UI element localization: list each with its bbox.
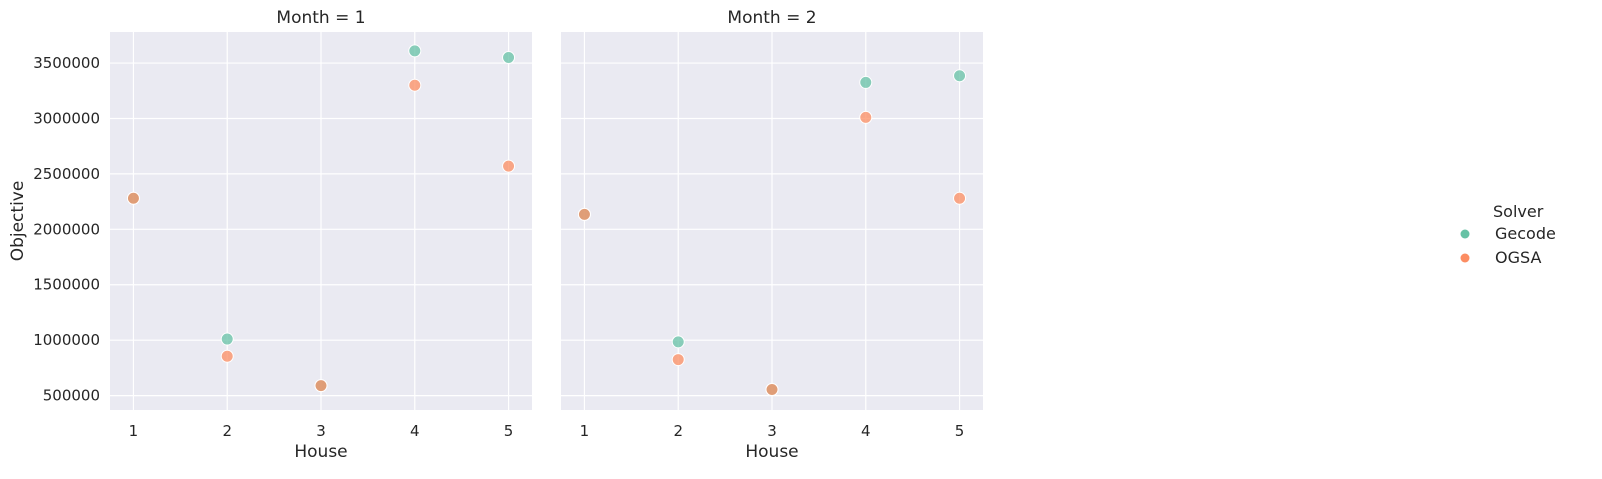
x-axis-label: House [294,442,347,462]
panel-2: 1 2 3 4 5 Month = 2 House [561,8,983,462]
x-tick-label: 3 [767,422,777,440]
y-tick-label: 2500000 [33,165,100,183]
data-point-ogsa [577,207,591,221]
x-axis-label: House [745,442,798,462]
data-point-ogsa [502,159,516,173]
data-point-ogsa [408,78,422,92]
y-tick-label: 3500000 [33,54,100,72]
legend-label-gecode: Gecode [1495,224,1556,243]
data-point-gecode [408,44,422,58]
data-point-ogsa [671,353,685,367]
data-point-gecode [671,335,685,349]
y-tick-label: 3000000 [33,109,100,127]
x-tick-label: 2 [222,422,232,440]
x-tick-label: 1 [580,422,590,440]
x-tick-label: 5 [955,422,965,440]
panel-title: Month = 2 [727,8,816,28]
y-tick-label: 2000000 [33,220,100,238]
legend: Solver Gecode OGSA [1460,202,1556,267]
x-tick-label: 2 [673,422,683,440]
data-point-ogsa [220,349,234,363]
x-tick-label: 5 [504,422,514,440]
y-axis-label: Objective [8,181,28,262]
legend-label-ogsa: OGSA [1495,248,1541,267]
chart-panels: 1 2 3 4 5 500000 1000000 1500000 2000000 2500000 3… [8,8,983,462]
data-point-ogsa [859,110,873,124]
x-tick-label: 4 [861,422,871,440]
y-tick-label: 1000000 [33,331,100,349]
y-tick-label: 500000 [43,387,100,405]
data-point-ogsa [126,191,140,205]
x-tick-label: 4 [410,422,420,440]
data-point-gecode [859,75,873,89]
data-point-gecode [220,332,234,346]
data-point-ogsa [953,191,967,205]
legend-marker-gecode [1460,229,1470,239]
legend-marker-ogsa [1460,253,1470,263]
y-tick-label: 1500000 [33,276,100,294]
data-point-ogsa [765,382,779,396]
x-tick-label: 1 [129,422,139,440]
panel-1: 1 2 3 4 5 500000 1000000 1500000 2000000 2500000 3… [8,8,532,462]
panel-title: Month = 1 [276,8,365,28]
legend-title: Solver [1493,202,1544,221]
data-point-ogsa [314,379,328,393]
data-point-gecode [953,69,967,83]
x-tick-label: 3 [316,422,326,440]
data-point-gecode [502,50,516,64]
